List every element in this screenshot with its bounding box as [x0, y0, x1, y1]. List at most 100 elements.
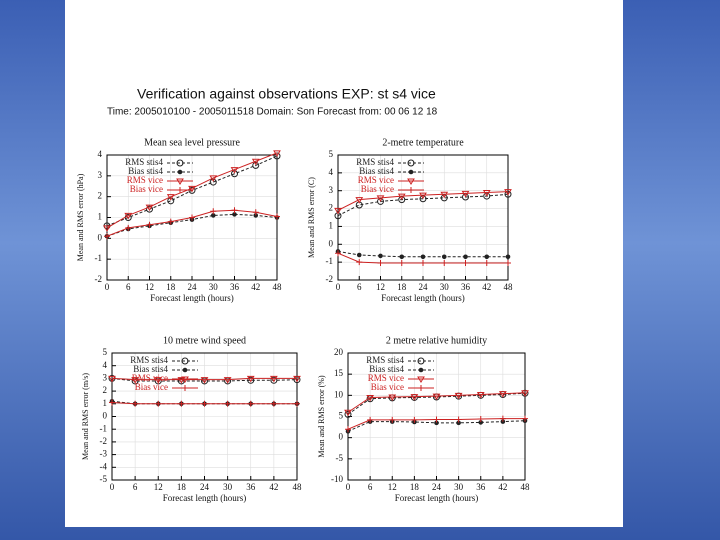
legend-marker [408, 169, 414, 175]
point [356, 259, 363, 266]
point [246, 375, 255, 383]
point [167, 218, 174, 225]
y-tick-label: 0 [103, 411, 108, 421]
y-tick-label: 4 [329, 167, 334, 177]
x-tick-label: 0 [346, 482, 351, 492]
point [522, 415, 528, 422]
x-tick-label: 42 [269, 482, 278, 492]
point [505, 254, 511, 260]
x-tick-label: 6 [357, 282, 362, 292]
point [441, 254, 447, 260]
point [461, 190, 470, 198]
legend-marker [176, 178, 184, 185]
point [189, 214, 195, 221]
series-line [347, 392, 526, 415]
point [231, 170, 238, 178]
legend-label: Bias vice [361, 184, 394, 194]
point [367, 416, 374, 423]
x-tick-label: 18 [410, 482, 420, 492]
legend-label: RMS stis4 [125, 157, 163, 167]
legend-marker [181, 376, 189, 383]
point [521, 390, 529, 397]
point [482, 190, 491, 197]
legend-label: RMS stis4 [366, 355, 404, 365]
legend-label: Bias stis4 [369, 364, 404, 374]
point [411, 416, 418, 423]
legend-label: RMS vice [368, 373, 404, 383]
y-tick-label: 1 [103, 398, 108, 408]
point [483, 192, 491, 200]
point [154, 377, 163, 384]
x-tick-label: 30 [454, 482, 464, 492]
x-tick-label: 12 [376, 282, 385, 292]
point [388, 394, 397, 401]
point [366, 394, 375, 402]
x-tick-label: 6 [133, 482, 138, 492]
y-axis-label: Mean and RMS error (hPa) [76, 173, 85, 261]
point [377, 260, 384, 267]
legend-label: Bias vice [135, 382, 168, 392]
y-tick-label: 10 [334, 389, 344, 399]
point [247, 376, 255, 384]
page-subtitle: Time: 2005010100 - 2005011518 Domain: So… [107, 107, 438, 118]
y-tick-label: 0 [98, 232, 103, 242]
legend-label: RMS vice [132, 373, 168, 383]
point [231, 207, 238, 214]
point [166, 194, 175, 201]
point [273, 150, 281, 157]
legend-label: Bias vice [130, 184, 163, 194]
point [252, 161, 260, 169]
point [124, 212, 133, 220]
point [378, 253, 383, 259]
point [499, 415, 506, 422]
y-axis-label: Mean and RMS error (%) [317, 375, 326, 458]
y-tick-label: -2 [326, 274, 334, 284]
y-tick-label: 20 [334, 347, 344, 357]
x-tick-label: 30 [440, 282, 450, 292]
x-tick-label: 36 [230, 282, 240, 292]
x-tick-label: 0 [110, 482, 115, 492]
legend-marker [418, 367, 424, 373]
legend-label: RMS stis4 [356, 157, 394, 167]
y-tick-label: 15 [334, 368, 344, 378]
point [210, 213, 216, 218]
legend-marker [177, 187, 183, 193]
point [224, 400, 231, 407]
point [210, 208, 217, 215]
point [146, 221, 153, 228]
series-line [111, 377, 298, 382]
point [477, 416, 484, 423]
point [440, 191, 449, 199]
point [132, 400, 139, 407]
y-axis-label: Mean and RMS error (m/s) [81, 373, 90, 460]
point [505, 260, 511, 267]
point [455, 416, 462, 423]
y-tick-label: -10 [331, 474, 343, 484]
point [462, 260, 469, 267]
y-tick-label: 1 [98, 212, 103, 222]
x-tick-label: 12 [154, 482, 163, 492]
point [441, 260, 448, 267]
point [478, 420, 484, 425]
y-tick-label: 1 [329, 220, 334, 230]
point [476, 391, 485, 399]
y-tick-label: 2 [103, 385, 108, 395]
point [397, 193, 406, 201]
point [484, 254, 490, 260]
legend-marker [177, 169, 183, 175]
series-line [337, 191, 509, 211]
x-tick-label: 48 [504, 282, 514, 292]
legend-marker [417, 357, 425, 365]
point [498, 391, 507, 398]
point [433, 416, 440, 423]
point [146, 205, 153, 213]
x-tick-label: 48 [273, 282, 283, 292]
y-tick-label: 3 [98, 170, 103, 180]
y-axis-label: Mean and RMS error (C) [307, 177, 316, 258]
y-tick-label: 5 [103, 347, 108, 357]
y-tick-label: 0 [339, 432, 344, 442]
point [293, 375, 301, 383]
point [108, 375, 116, 383]
